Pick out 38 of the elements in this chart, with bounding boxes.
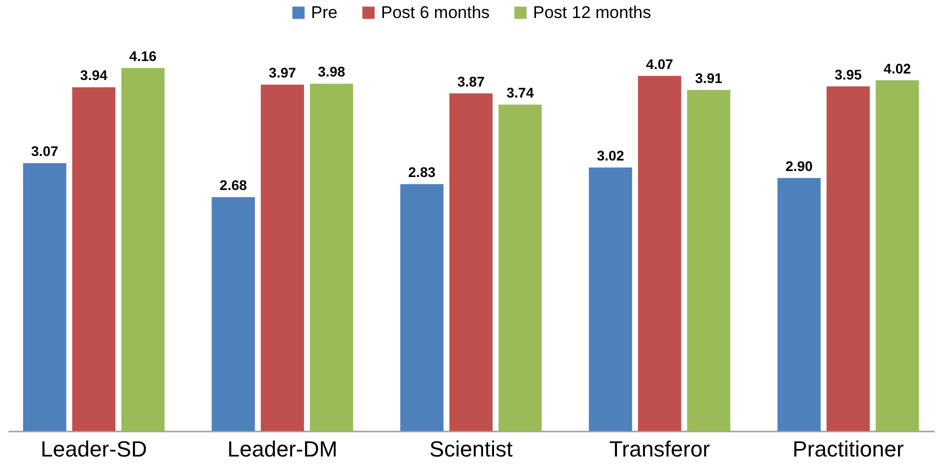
legend-label: Post 6 months xyxy=(381,2,490,22)
x-tick-label: Leader-DM xyxy=(227,436,338,462)
data-label: 4.16 xyxy=(129,48,157,64)
data-label: 4.07 xyxy=(646,56,674,72)
bar xyxy=(310,84,354,431)
bar xyxy=(260,84,304,431)
data-label: 3.74 xyxy=(506,84,534,101)
data-label: 3.94 xyxy=(80,67,108,84)
bar xyxy=(687,90,730,431)
data-label: 2.90 xyxy=(785,158,813,174)
bar xyxy=(72,87,116,431)
bar xyxy=(121,68,165,431)
legend-label: Post 12 months xyxy=(533,2,652,22)
data-label: 2.83 xyxy=(408,164,436,180)
data-label: 2.68 xyxy=(220,177,248,194)
bar xyxy=(777,178,821,431)
data-label: 3.91 xyxy=(695,70,723,86)
data-label: 3.07 xyxy=(31,143,59,160)
x-tick-label: Scientist xyxy=(429,436,513,462)
bar xyxy=(400,184,444,431)
bar xyxy=(498,104,542,431)
bar xyxy=(449,93,493,431)
bar xyxy=(23,163,66,431)
bar xyxy=(638,76,682,431)
x-tick-label: Leader-SD xyxy=(40,436,148,462)
bar xyxy=(826,86,870,431)
bar xyxy=(588,168,632,431)
x-tick-label: Practitioner xyxy=(792,436,904,462)
data-label: 3.97 xyxy=(268,64,296,81)
data-label: 3.87 xyxy=(457,73,485,90)
legend-label: Pre xyxy=(311,2,338,22)
bar xyxy=(212,197,255,431)
data-label: 3.95 xyxy=(834,66,862,82)
bar xyxy=(876,80,919,431)
data-label: 3.02 xyxy=(596,148,624,164)
data-label: 3.98 xyxy=(318,64,346,80)
x-tick-label: Transferor xyxy=(609,436,710,462)
data-label: 4.02 xyxy=(884,60,912,76)
